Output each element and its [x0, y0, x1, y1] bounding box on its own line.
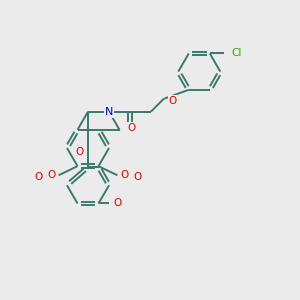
Text: O: O [120, 170, 129, 180]
Text: O: O [47, 170, 56, 180]
Text: O: O [134, 172, 142, 182]
Text: O: O [76, 147, 84, 157]
Text: O: O [128, 123, 136, 133]
Text: N: N [105, 106, 113, 117]
Text: O: O [34, 172, 43, 182]
Text: O: O [113, 199, 121, 208]
Text: Cl: Cl [232, 48, 242, 59]
Text: O: O [169, 96, 177, 106]
